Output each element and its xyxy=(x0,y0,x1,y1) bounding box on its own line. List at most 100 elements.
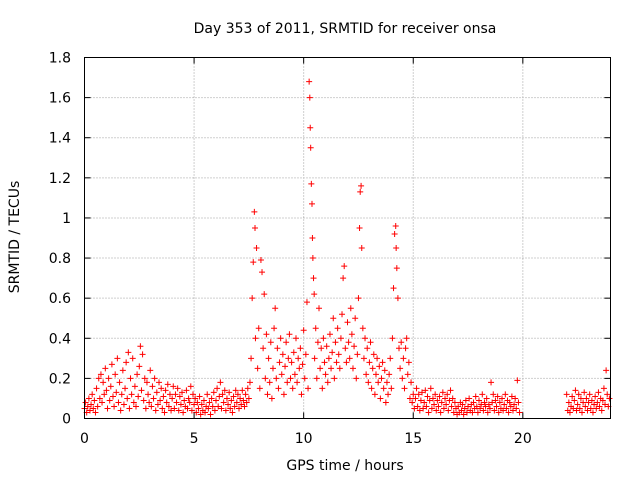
data-point xyxy=(129,355,136,362)
data-point xyxy=(378,375,385,382)
data-point xyxy=(571,397,578,404)
data-point xyxy=(153,389,160,396)
data-point xyxy=(512,395,519,402)
data-point xyxy=(421,399,428,406)
data-point xyxy=(606,395,613,402)
data-point xyxy=(339,311,346,318)
data-point xyxy=(275,385,282,392)
data-point xyxy=(300,327,307,334)
data-point xyxy=(563,391,570,398)
data-point xyxy=(146,399,153,406)
data-point xyxy=(260,345,267,352)
data-point xyxy=(279,351,286,358)
data-point xyxy=(198,401,205,408)
data-point xyxy=(189,391,196,398)
data-point xyxy=(301,375,308,382)
data-point xyxy=(200,397,207,404)
data-point xyxy=(424,393,431,400)
data-point xyxy=(345,339,352,346)
data-point xyxy=(108,361,115,368)
data-point xyxy=(274,345,281,352)
data-point xyxy=(450,409,457,416)
data-point xyxy=(383,379,390,386)
data-point xyxy=(409,399,416,406)
data-point xyxy=(134,371,141,378)
data-point xyxy=(415,391,422,398)
data-point xyxy=(589,409,596,416)
data-point xyxy=(401,385,408,392)
x-axis-label: GPS time / hours xyxy=(286,458,403,474)
data-point xyxy=(375,379,382,386)
data-point xyxy=(396,345,403,352)
data-point xyxy=(101,391,108,398)
data-point xyxy=(579,409,586,416)
data-point xyxy=(285,355,292,362)
data-point xyxy=(573,407,580,414)
data-point xyxy=(308,180,315,187)
data-point xyxy=(297,345,304,352)
data-point xyxy=(128,391,135,398)
data-point xyxy=(463,409,470,416)
data-point xyxy=(254,365,261,372)
data-point xyxy=(324,379,331,386)
data-point xyxy=(112,371,119,378)
data-point xyxy=(171,405,178,412)
data-point xyxy=(438,399,445,406)
data-point xyxy=(145,391,152,398)
data-point xyxy=(149,383,156,390)
data-point xyxy=(238,401,245,408)
data-point xyxy=(499,395,506,402)
data-point xyxy=(308,200,315,207)
data-point xyxy=(126,405,133,412)
data-point xyxy=(362,335,369,342)
data-point xyxy=(119,367,126,374)
data-point xyxy=(197,411,204,418)
data-point xyxy=(233,399,240,406)
data-point xyxy=(298,391,305,398)
data-point xyxy=(152,407,159,414)
data-point xyxy=(166,391,173,398)
data-point xyxy=(358,182,365,189)
data-point xyxy=(234,391,241,398)
data-point xyxy=(485,401,492,408)
data-point xyxy=(140,397,147,404)
data-point xyxy=(100,379,107,386)
data-point xyxy=(130,399,137,406)
data-point xyxy=(474,409,481,416)
data-point xyxy=(309,235,316,241)
data-point xyxy=(114,355,121,362)
data-point xyxy=(592,393,599,400)
data-point xyxy=(314,339,321,346)
data-point xyxy=(288,359,295,366)
data-point xyxy=(588,397,595,404)
x-tick-label: 15 xyxy=(404,431,422,447)
data-point xyxy=(188,407,195,414)
data-point xyxy=(89,391,96,398)
data-point xyxy=(413,385,420,392)
data-point xyxy=(490,391,497,398)
y-tick-labels: 0 0.2 0.4 0.6 0.8 1 1.2 1.4 1.6 1.8 xyxy=(49,51,71,428)
data-point xyxy=(289,385,296,392)
data-point xyxy=(204,391,211,398)
data-point xyxy=(217,379,224,386)
data-point xyxy=(312,325,319,332)
data-point xyxy=(184,405,191,412)
data-point xyxy=(90,405,97,412)
data-point xyxy=(278,371,285,378)
data-point xyxy=(503,405,510,412)
data-point xyxy=(225,401,232,408)
data-point xyxy=(478,401,485,408)
data-point xyxy=(266,379,273,386)
data-point xyxy=(402,345,409,352)
data-point xyxy=(273,375,280,382)
data-point xyxy=(263,331,270,338)
data-point xyxy=(509,407,516,414)
data-point xyxy=(465,403,472,410)
data-point xyxy=(236,405,243,412)
data-point xyxy=(122,385,129,392)
data-point xyxy=(299,361,306,368)
data-point xyxy=(581,389,588,396)
data-point xyxy=(515,399,522,406)
data-point xyxy=(222,407,229,414)
